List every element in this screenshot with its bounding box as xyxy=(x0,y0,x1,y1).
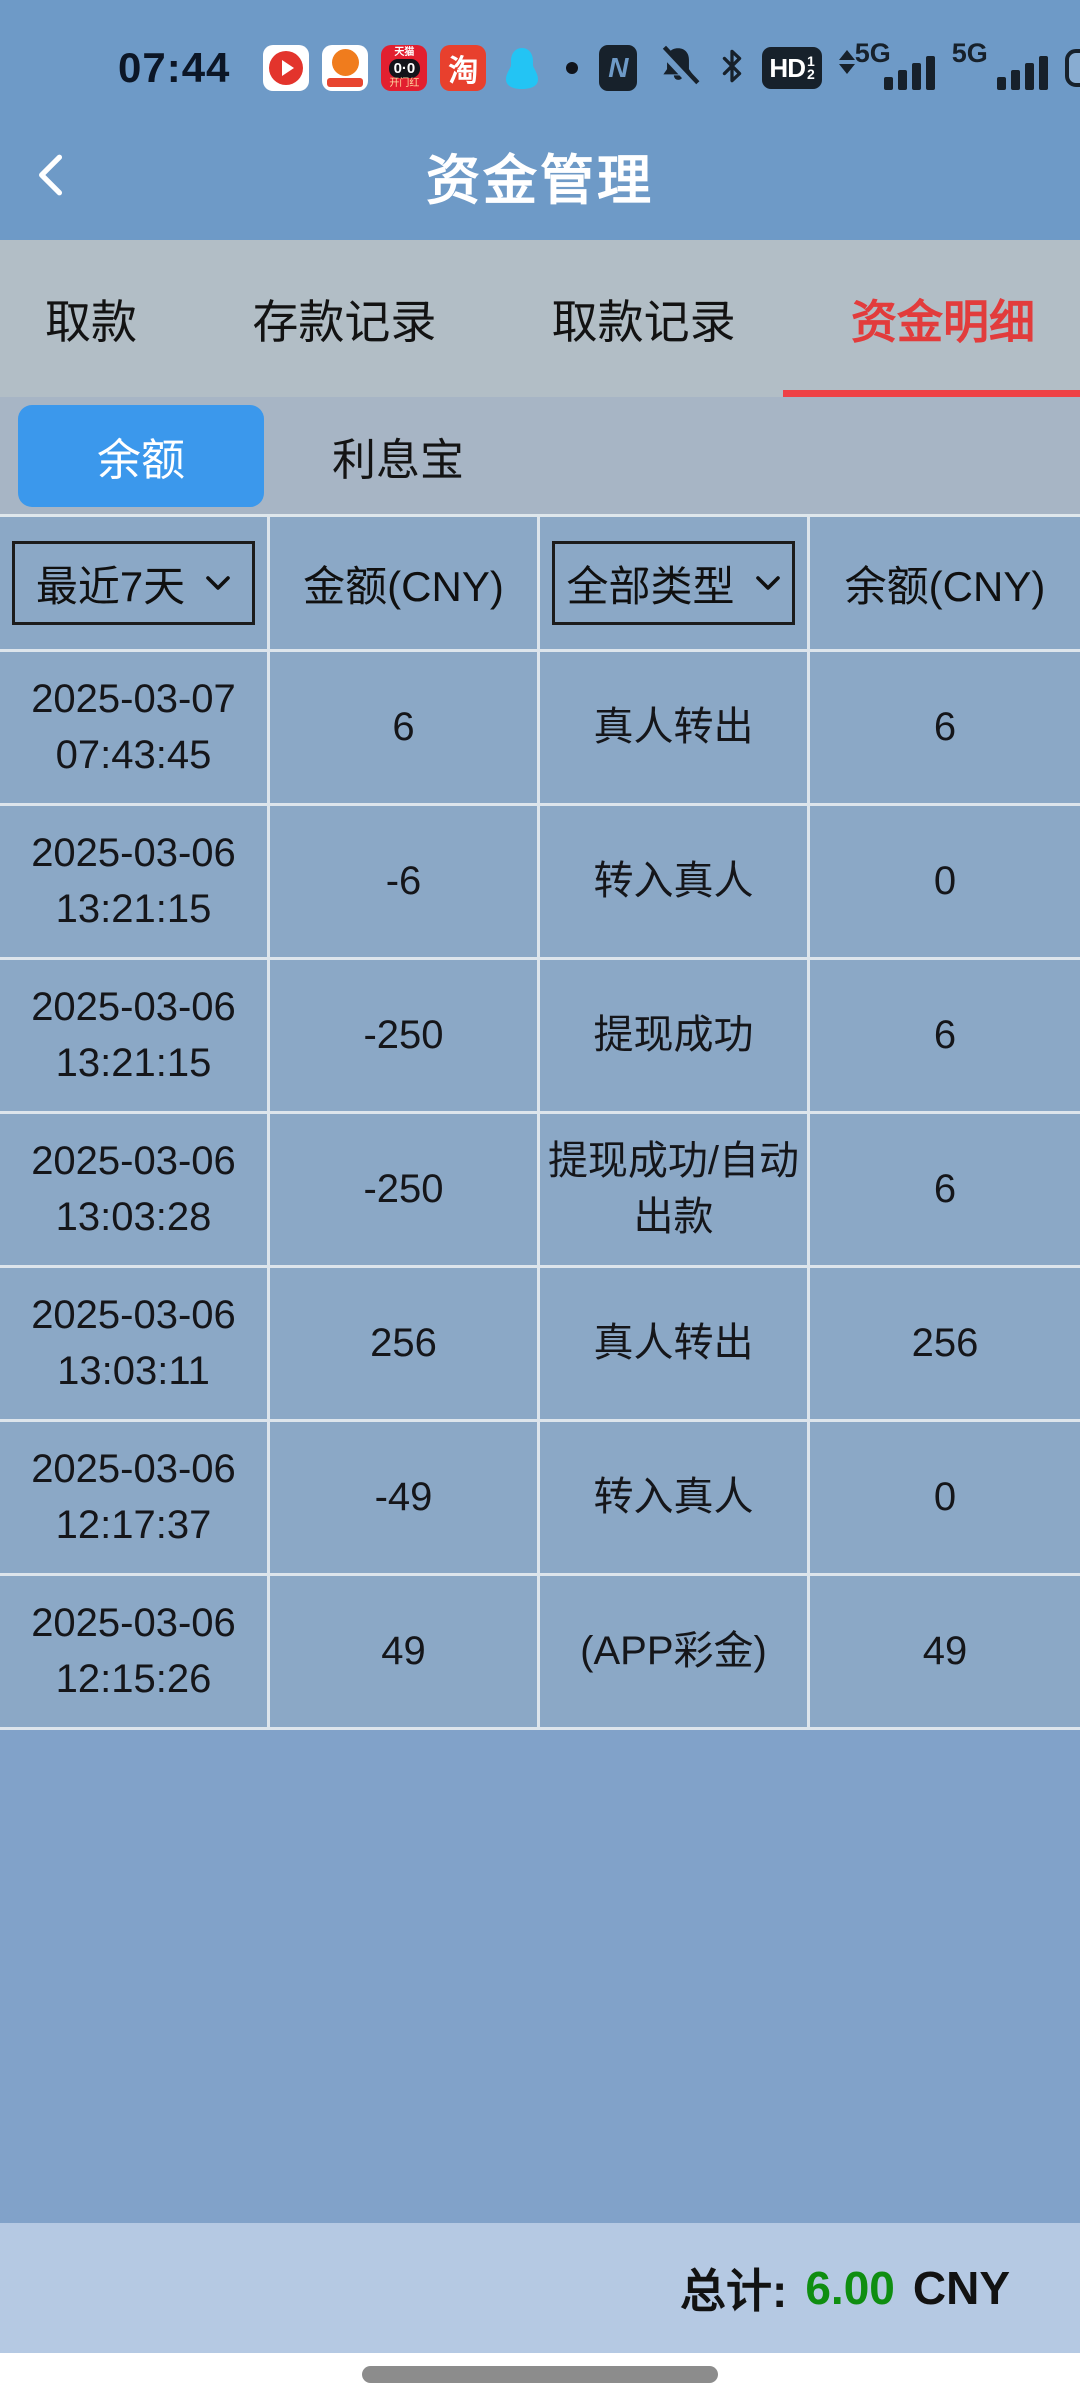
datetime-cell: 2025-03-06 12:15:26 xyxy=(0,1576,270,1730)
nfc-icon: N xyxy=(599,45,638,91)
table-row: 2025-03-07 07:43:45 6 真人转出 6 xyxy=(0,652,1080,806)
amount-cell: 256 xyxy=(270,1268,540,1422)
amount-cell: -250 xyxy=(270,1114,540,1268)
status-bar: 07:44 天猫 0·0 开门红 淘 N xyxy=(0,0,1080,110)
type-select[interactable]: 全部类型 xyxy=(552,541,795,625)
balance-cell: 6 xyxy=(810,652,1080,806)
system-status-icons: N HD 12 5G 5G 99 xyxy=(599,40,1080,95)
chevron-down-icon xyxy=(755,576,780,590)
type-cell: 提现成功 xyxy=(540,960,810,1114)
balance-header-cell: 余额(CNY) xyxy=(810,517,1080,652)
balance-column-header: 余额(CNY) xyxy=(844,562,1046,610)
amount-cell: 6 xyxy=(270,652,540,806)
date-range-filter-cell: 最近7天 xyxy=(0,517,270,652)
amount-cell: -6 xyxy=(270,806,540,960)
main-tab-bar: 取款 存款记录 取款记录 资金明细 xyxy=(0,240,1080,397)
datetime-cell: 2025-03-06 13:03:11 xyxy=(0,1268,270,1422)
chevron-down-icon xyxy=(206,576,230,590)
table-row: 2025-03-06 13:03:28 -250 提现成功/自动出款 6 xyxy=(0,1114,1080,1268)
table-row: 2025-03-06 12:17:37 -49 转入真人 0 xyxy=(0,1422,1080,1576)
tmall-app-notification-icon: 天猫 0·0 开门红 xyxy=(381,45,428,91)
total-value: 6.00 xyxy=(805,2262,895,2314)
subtab-interest-treasure[interactable]: 利息宝 xyxy=(332,435,464,485)
bluetooth-icon xyxy=(719,44,745,93)
amount-column-header: 金额(CNY) xyxy=(303,562,504,610)
type-filter-cell: 全部类型 xyxy=(540,517,810,652)
tab-fund-details[interactable]: 资金明细 xyxy=(850,295,1035,348)
amount-header-cell: 金额(CNY) xyxy=(270,517,540,652)
battery-icon: 99 xyxy=(1064,49,1080,87)
amount-cell: -250 xyxy=(270,960,540,1114)
qq-penguin-notification-icon xyxy=(499,45,545,91)
taobao-app-notification-icon: 淘 xyxy=(440,45,487,91)
play-circle-icon xyxy=(269,51,304,85)
datetime-cell: 2025-03-06 13:21:15 xyxy=(0,806,270,960)
total-label: 总计: xyxy=(680,2265,788,2317)
home-gesture-pill[interactable] xyxy=(362,2366,718,2383)
back-button[interactable] xyxy=(34,150,74,200)
balance-cell: 256 xyxy=(810,1268,1080,1422)
type-cell: 提现成功/自动出款 xyxy=(540,1114,810,1268)
tab-withdrawal-records[interactable]: 取款记录 xyxy=(551,295,736,348)
empty-list-area xyxy=(0,1730,1080,2223)
chevron-left-icon xyxy=(39,154,63,196)
table-header-row: 最近7天 金额(CNY) 全部类型 余额(CNY) xyxy=(0,517,1080,652)
mute-bell-icon xyxy=(654,42,702,95)
total-summary-bar: 总计: 6.00 CNY xyxy=(0,2223,1080,2353)
type-cell: (APP彩金) xyxy=(540,1576,810,1730)
tab-deposit-records[interactable]: 存款记录 xyxy=(252,295,437,348)
amount-cell: 49 xyxy=(270,1576,540,1730)
clock-text: 07:44 xyxy=(118,44,231,91)
balance-cell: 0 xyxy=(810,806,1080,960)
balance-cell: 49 xyxy=(810,1576,1080,1730)
more-notifications-dot-icon xyxy=(566,62,579,74)
balance-cell: 0 xyxy=(810,1422,1080,1576)
system-navigation-bar xyxy=(0,2353,1080,2400)
type-cell: 真人转出 xyxy=(540,1268,810,1422)
datetime-cell: 2025-03-06 13:03:28 xyxy=(0,1114,270,1268)
table-row: 2025-03-06 13:03:11 256 真人转出 256 xyxy=(0,1268,1080,1422)
page-title: 资金管理 xyxy=(426,150,654,211)
type-cell: 转入真人 xyxy=(540,806,810,960)
app-header: 资金管理 xyxy=(0,110,1080,240)
type-cell: 转入真人 xyxy=(540,1422,810,1576)
date-range-select[interactable]: 最近7天 xyxy=(12,541,255,625)
table-row: 2025-03-06 13:21:15 -250 提现成功 6 xyxy=(0,960,1080,1114)
tab-withdraw[interactable]: 取款 xyxy=(45,295,137,348)
datetime-cell: 2025-03-06 12:17:37 xyxy=(0,1422,270,1576)
type-cell: 真人转出 xyxy=(540,652,810,806)
table-row: 2025-03-06 12:15:26 49 (APP彩金) 49 xyxy=(0,1576,1080,1730)
total-currency: CNY xyxy=(912,2262,1010,2314)
video-app-notification-icon xyxy=(263,45,310,91)
signal-sim2-5g-icon: 5G xyxy=(952,40,1048,92)
amount-cell: -49 xyxy=(270,1422,540,1576)
balance-cell: 6 xyxy=(810,1114,1080,1268)
orange-app-notification-icon xyxy=(322,45,369,91)
signal-sim1-5g-icon: 5G xyxy=(838,40,935,92)
balance-cell: 6 xyxy=(810,960,1080,1114)
datetime-cell: 2025-03-07 07:43:45 xyxy=(0,652,270,806)
sub-tab-bar: 余额 利息宝 xyxy=(0,397,1080,517)
datetime-cell: 2025-03-06 13:21:15 xyxy=(0,960,270,1114)
active-tab-underline xyxy=(783,390,1080,397)
table-row: 2025-03-06 13:21:15 -6 转入真人 0 xyxy=(0,806,1080,960)
subtab-balance[interactable]: 余额 xyxy=(18,404,264,507)
